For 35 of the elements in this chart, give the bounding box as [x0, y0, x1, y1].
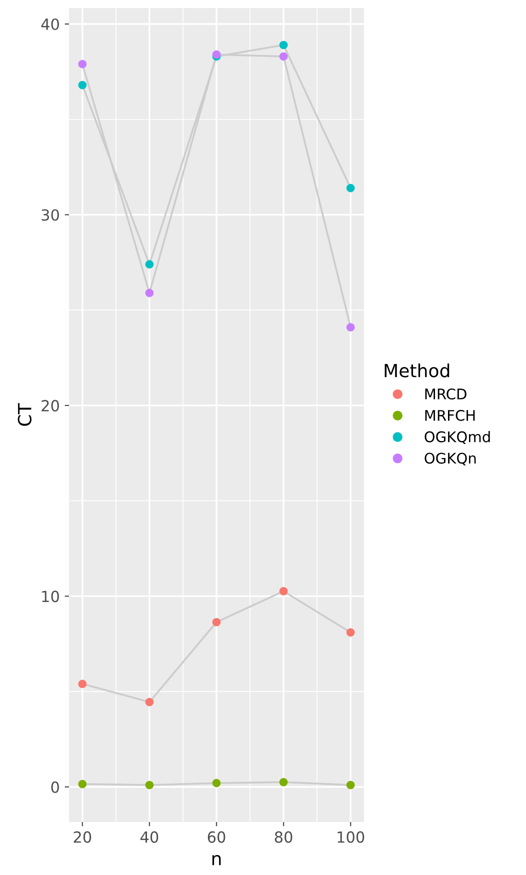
point [279, 52, 288, 61]
y-tick-label: 10 [42, 590, 59, 602]
point [145, 698, 154, 706]
point [212, 778, 221, 788]
point [145, 288, 154, 298]
y-tick-label: 20 [42, 400, 59, 412]
x-tick-label: 100 [338, 831, 364, 843]
point [346, 323, 355, 332]
y-tick-label: 40 [41, 18, 59, 30]
legend-label: OGKQn [424, 452, 476, 466]
point [279, 778, 288, 786]
point [346, 780, 355, 790]
point [212, 618, 221, 626]
legend-title: Method [384, 363, 450, 378]
point [346, 628, 355, 637]
x-axis-title: n [212, 854, 221, 866]
point [279, 40, 288, 50]
y-tick-label: 30 [42, 209, 59, 221]
y-tick-label: 0 [51, 781, 59, 793]
point [78, 780, 87, 788]
point [346, 184, 355, 192]
y-axis-title: CT [18, 403, 32, 426]
point [145, 260, 154, 268]
legend-label: OGKQmd [424, 431, 490, 444]
legend-label: MRCD [425, 388, 466, 400]
x-tick-label: 20 [74, 831, 92, 843]
legend-label: MRFCH [425, 410, 475, 421]
point [279, 587, 288, 596]
x-tick-label: 60 [208, 831, 226, 843]
point [78, 680, 87, 688]
point [78, 60, 87, 68]
x-tick-label: 40 [140, 831, 158, 843]
point [78, 80, 87, 90]
x-tick-label: 80 [274, 831, 292, 843]
point [145, 780, 154, 790]
